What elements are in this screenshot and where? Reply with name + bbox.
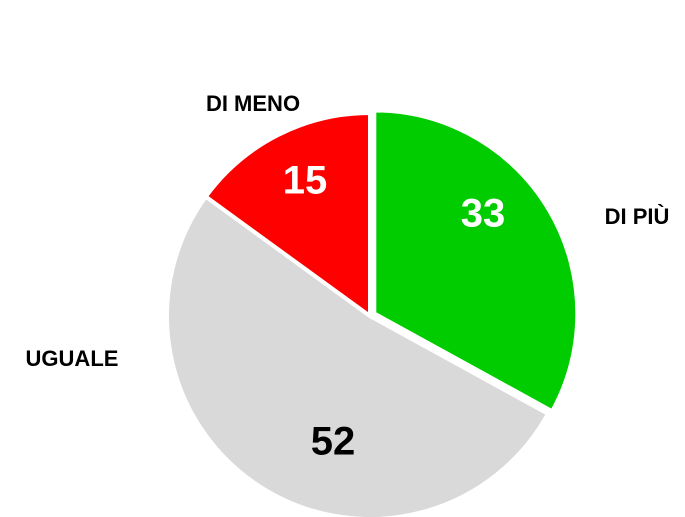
value-label: 33	[461, 192, 506, 236]
pie-slice	[372, 108, 580, 414]
value-label: 15	[283, 159, 328, 203]
category-label: UGUALE	[26, 346, 119, 371]
category-label: DI MENO	[206, 91, 300, 116]
pie-slice	[202, 110, 372, 320]
pie-slice	[165, 193, 551, 517]
category-label: DI PIÙ	[605, 204, 670, 229]
value-label: 52	[311, 420, 356, 464]
